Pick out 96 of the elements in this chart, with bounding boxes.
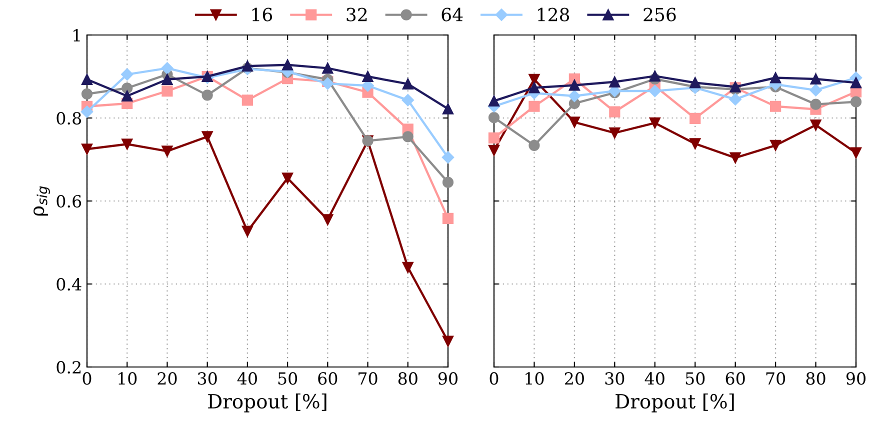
legend-label: 32 <box>346 8 367 22</box>
point <box>242 226 253 237</box>
point <box>402 262 414 273</box>
legend-label: 128 <box>538 8 570 22</box>
point <box>122 138 133 150</box>
point <box>442 151 454 164</box>
x-tick-label: 70 <box>766 372 786 385</box>
point <box>528 100 540 112</box>
x-tick-label: 50 <box>686 372 705 385</box>
point <box>442 336 454 347</box>
point <box>402 131 414 142</box>
point <box>202 131 213 142</box>
point <box>609 127 620 138</box>
point <box>810 73 822 85</box>
point <box>161 62 174 74</box>
point <box>690 138 701 150</box>
legend-label: 64 <box>442 8 463 22</box>
point <box>770 72 782 84</box>
y-tick-label: 0.8 <box>56 112 82 125</box>
point <box>528 140 540 151</box>
x-tick-label: 90 <box>438 372 458 385</box>
x-tick-label: 60 <box>318 372 338 385</box>
point <box>850 96 862 108</box>
point <box>488 95 500 107</box>
point <box>568 80 580 91</box>
point <box>202 90 213 101</box>
x-tick-label: 40 <box>644 372 664 385</box>
point <box>81 144 93 155</box>
point <box>121 68 134 81</box>
point <box>568 90 581 102</box>
x-tick-label: 0 <box>82 372 92 385</box>
point <box>850 147 862 158</box>
point <box>282 172 294 184</box>
point <box>162 74 173 85</box>
x-tick-label: 10 <box>118 372 137 385</box>
y-tick-label: 0.2 <box>56 360 81 374</box>
point <box>810 84 822 96</box>
point <box>770 100 782 112</box>
point <box>690 112 701 124</box>
point <box>122 82 133 94</box>
point <box>322 214 334 226</box>
point <box>242 94 253 106</box>
y-tick-label: 1 <box>74 28 80 42</box>
point <box>81 74 93 85</box>
point <box>649 117 660 129</box>
point <box>362 70 374 82</box>
point <box>488 144 500 156</box>
point <box>528 82 540 94</box>
point <box>162 85 173 97</box>
x-tick-label: 20 <box>564 372 584 385</box>
point <box>402 94 414 106</box>
point <box>528 74 540 85</box>
x-tick-label: 40 <box>237 372 257 385</box>
point <box>730 152 741 164</box>
point <box>282 59 294 70</box>
x-tick-label: 80 <box>398 372 418 385</box>
y-tick-label: 0.6 <box>56 194 82 208</box>
point <box>402 78 414 90</box>
x-axis-title: Dropout [%] <box>208 394 326 412</box>
point <box>442 212 454 224</box>
y-tick-label: 0.4 <box>56 278 82 291</box>
point <box>162 146 173 157</box>
point <box>442 103 454 114</box>
point <box>690 77 701 88</box>
point <box>322 77 334 90</box>
point <box>810 98 822 110</box>
point <box>568 116 580 128</box>
point <box>850 77 862 88</box>
x-axis-title: Dropout [%] <box>616 394 734 412</box>
x-tick-label: 0 <box>490 372 498 385</box>
x-tick-label: 90 <box>846 372 866 385</box>
point <box>322 62 334 74</box>
point <box>649 70 660 82</box>
y-axis-title: ρ$_{sig}$ <box>34 186 50 216</box>
point <box>609 106 620 118</box>
point <box>442 176 454 188</box>
point <box>810 120 822 131</box>
x-tick-label: 30 <box>198 372 217 385</box>
point <box>80 106 94 118</box>
point <box>488 132 500 144</box>
x-tick-label: 70 <box>358 372 378 385</box>
x-tick-label: 60 <box>726 372 745 385</box>
x-tick-label: 10 <box>526 372 544 385</box>
x-tick-label: 50 <box>278 372 298 385</box>
x-tick-label: 30 <box>605 372 624 385</box>
point <box>81 88 93 100</box>
x-tick-label: 80 <box>806 372 826 385</box>
legend-label: 16 <box>252 8 272 22</box>
point <box>648 84 661 98</box>
point <box>609 76 620 88</box>
point <box>770 140 782 151</box>
point <box>488 112 500 124</box>
point <box>729 93 742 106</box>
x-tick-label: 20 <box>158 372 177 385</box>
point <box>122 90 133 102</box>
legend-label: 256 <box>644 8 676 22</box>
